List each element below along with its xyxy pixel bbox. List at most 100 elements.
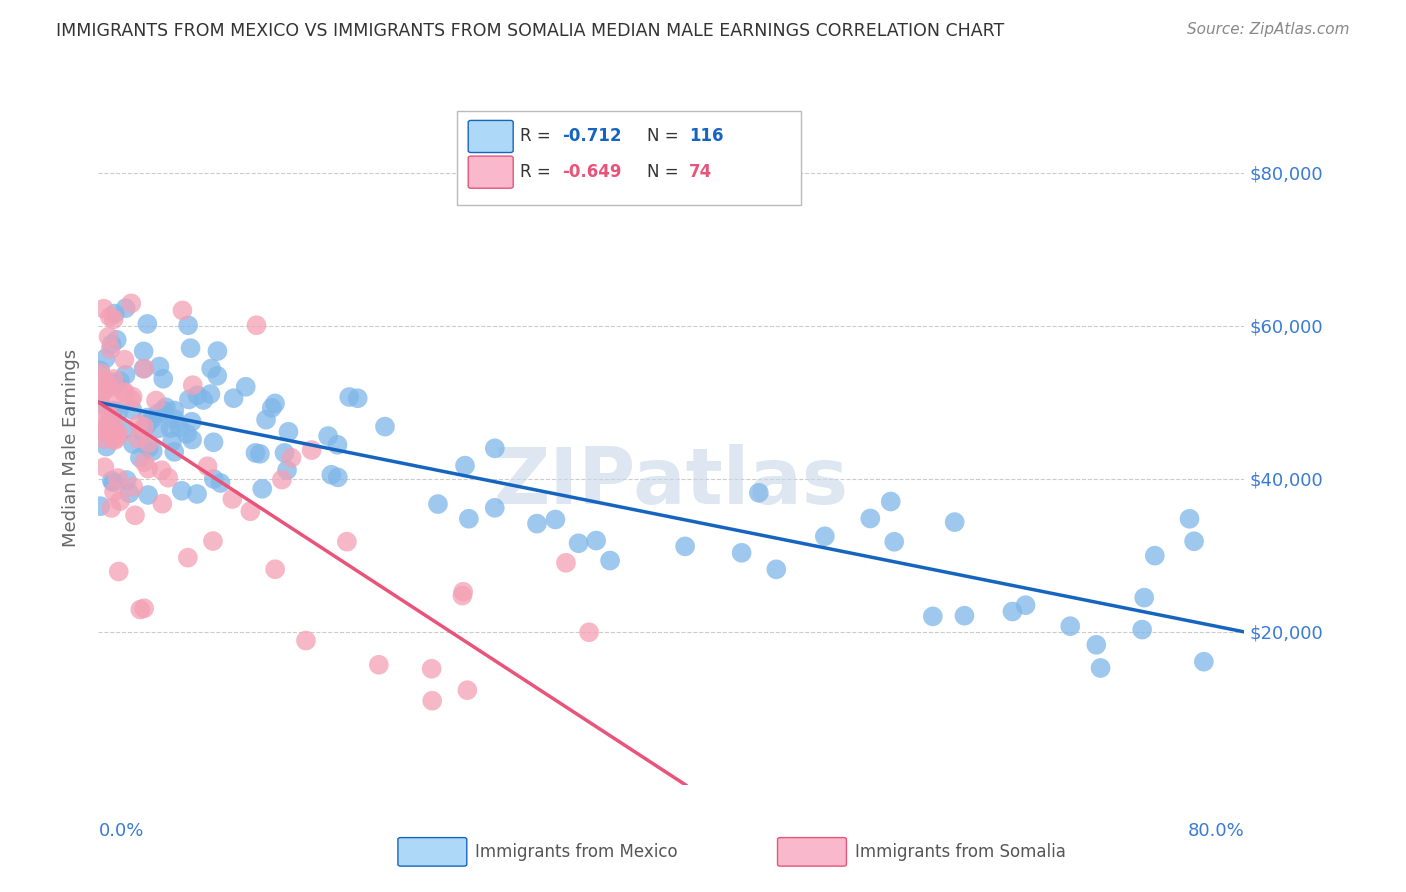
Point bbox=[134, 455, 156, 469]
Point bbox=[93, 432, 115, 446]
Point bbox=[90, 366, 112, 380]
Point bbox=[107, 404, 129, 418]
Point bbox=[142, 444, 165, 458]
Point bbox=[122, 480, 145, 494]
Point bbox=[321, 467, 343, 482]
Point bbox=[765, 562, 787, 576]
Point bbox=[578, 625, 600, 640]
Point bbox=[91, 424, 114, 438]
Point bbox=[200, 361, 222, 376]
Point bbox=[599, 553, 621, 567]
Point bbox=[177, 318, 200, 333]
Point bbox=[420, 662, 443, 676]
Point bbox=[101, 376, 124, 390]
Point bbox=[118, 486, 141, 500]
Point bbox=[1001, 605, 1024, 619]
Point bbox=[91, 385, 114, 400]
Text: 80.0%: 80.0% bbox=[1188, 822, 1244, 840]
Y-axis label: Median Male Earnings: Median Male Earnings bbox=[62, 349, 80, 548]
Point bbox=[163, 412, 186, 426]
Point bbox=[254, 412, 277, 426]
Text: R =: R = bbox=[520, 163, 557, 181]
Point bbox=[103, 484, 125, 499]
Point bbox=[456, 683, 478, 698]
Point bbox=[107, 565, 129, 579]
Point bbox=[252, 482, 274, 496]
Point bbox=[94, 351, 117, 366]
Point bbox=[374, 419, 396, 434]
Point bbox=[135, 417, 157, 432]
Point bbox=[136, 461, 159, 475]
Point bbox=[181, 433, 204, 447]
Point bbox=[115, 473, 138, 487]
Point bbox=[100, 500, 122, 515]
Point bbox=[336, 534, 359, 549]
Point bbox=[367, 657, 389, 672]
Point bbox=[100, 337, 122, 351]
Point bbox=[1090, 661, 1112, 675]
Point bbox=[301, 443, 323, 458]
Point bbox=[89, 423, 111, 437]
Point bbox=[260, 401, 283, 415]
Point bbox=[93, 460, 115, 475]
Text: Source: ZipAtlas.com: Source: ZipAtlas.com bbox=[1187, 22, 1350, 37]
Point bbox=[748, 485, 770, 500]
Point bbox=[273, 446, 295, 460]
Point bbox=[883, 534, 905, 549]
Point bbox=[585, 533, 607, 548]
Point bbox=[105, 427, 128, 442]
Point bbox=[454, 458, 477, 473]
Point bbox=[93, 301, 115, 316]
Point bbox=[953, 608, 976, 623]
Point bbox=[1192, 655, 1215, 669]
Point bbox=[107, 471, 129, 485]
Point bbox=[100, 410, 122, 425]
Point bbox=[177, 392, 200, 407]
Text: 116: 116 bbox=[689, 128, 724, 145]
Point bbox=[148, 406, 170, 420]
Point bbox=[107, 426, 129, 441]
Point bbox=[96, 381, 118, 395]
Point bbox=[280, 450, 302, 465]
Point bbox=[180, 415, 202, 429]
Text: -0.649: -0.649 bbox=[562, 163, 621, 181]
Point bbox=[186, 487, 208, 501]
Point bbox=[239, 504, 262, 518]
Point bbox=[134, 601, 156, 615]
Point bbox=[245, 318, 267, 333]
Point bbox=[101, 431, 124, 445]
Point bbox=[97, 409, 120, 424]
Point bbox=[150, 463, 173, 477]
Point bbox=[1059, 619, 1081, 633]
Point bbox=[1014, 598, 1036, 612]
Point bbox=[202, 472, 225, 486]
Point bbox=[880, 494, 903, 508]
Point bbox=[103, 312, 125, 326]
Point bbox=[108, 374, 131, 388]
Point bbox=[451, 584, 474, 599]
Point bbox=[97, 377, 120, 392]
Point bbox=[160, 434, 183, 449]
Point bbox=[112, 423, 135, 437]
Point bbox=[221, 491, 243, 506]
Point bbox=[451, 589, 474, 603]
Point bbox=[346, 391, 368, 405]
Point bbox=[101, 393, 124, 408]
Point bbox=[105, 377, 128, 392]
Point bbox=[136, 317, 159, 331]
Point bbox=[197, 459, 219, 474]
Point bbox=[132, 344, 155, 359]
Point bbox=[209, 475, 232, 490]
Point bbox=[134, 419, 156, 434]
Point bbox=[155, 401, 177, 415]
Point bbox=[134, 361, 156, 376]
Point bbox=[93, 424, 115, 438]
Point bbox=[135, 417, 157, 432]
Point bbox=[157, 471, 180, 485]
Point bbox=[200, 387, 222, 401]
Point bbox=[544, 512, 567, 526]
Point bbox=[97, 330, 120, 344]
Point bbox=[235, 380, 257, 394]
Point bbox=[1085, 638, 1108, 652]
Point bbox=[163, 445, 186, 459]
